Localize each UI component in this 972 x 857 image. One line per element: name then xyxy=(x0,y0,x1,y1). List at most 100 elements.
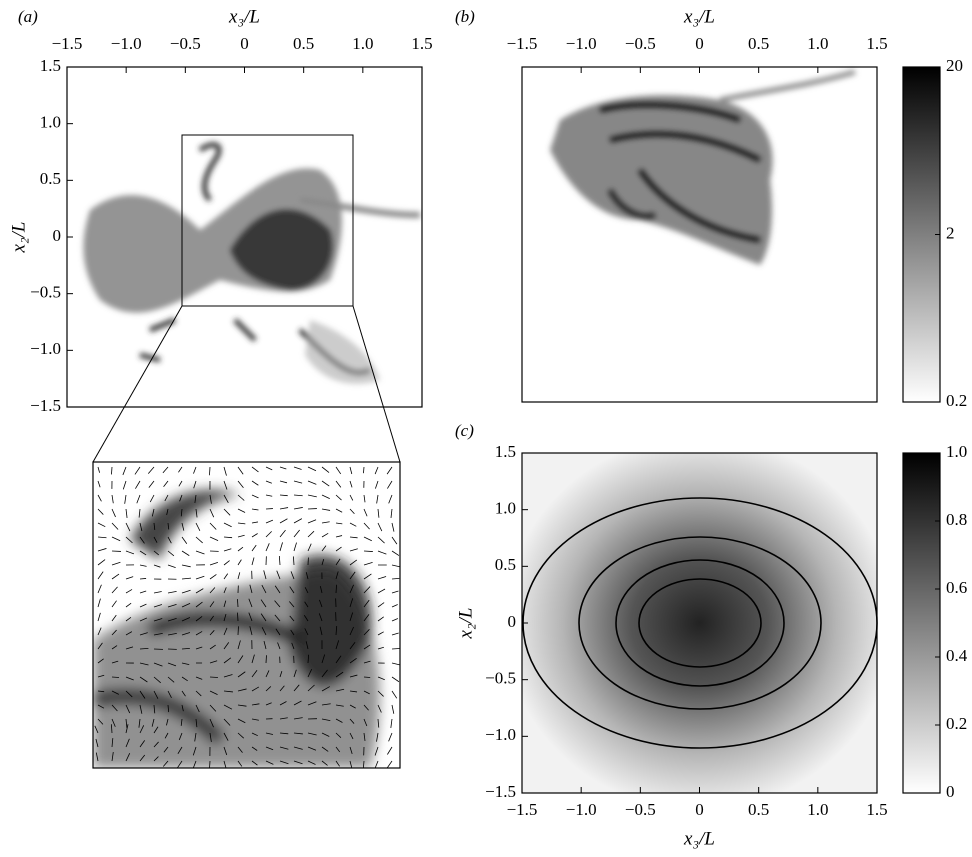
quiver-arrow xyxy=(224,481,227,489)
quiver-arrow xyxy=(392,551,399,556)
y-tick-label: −0.5 xyxy=(485,669,516,688)
quiver-arrow xyxy=(238,509,245,512)
quiver-arrow xyxy=(378,509,379,518)
quiver-arrow xyxy=(389,733,392,741)
quiver-arrow xyxy=(137,495,140,503)
x-tick-label: 1.5 xyxy=(866,34,887,53)
quiver-arrow xyxy=(308,544,311,551)
quiver-arrow xyxy=(178,467,182,472)
quiver-arrow xyxy=(364,509,367,516)
y-tick-label: 0.5 xyxy=(495,555,516,574)
quiver-arrow xyxy=(350,467,352,474)
x-tick-label: 0 xyxy=(695,34,704,53)
quiver-arrow xyxy=(280,530,286,537)
quiver-arrow xyxy=(294,519,302,523)
quiver-arrow xyxy=(238,535,245,537)
quiver-arrow xyxy=(350,495,353,500)
x-tick-label: 1.5 xyxy=(411,34,432,53)
inset-image xyxy=(93,467,400,770)
quiver-arrow xyxy=(375,467,378,474)
plume-image xyxy=(83,145,420,384)
quiver-arrow xyxy=(266,543,269,551)
quiver-arrow xyxy=(154,565,160,567)
colorbar-tick-label: 0.8 xyxy=(946,510,967,529)
quiver-arrow xyxy=(98,509,103,515)
quiver-arrow xyxy=(112,574,119,579)
quiver-arrow xyxy=(387,481,392,489)
quiver-arrow xyxy=(182,578,191,579)
y-axis-label: x₂/L xyxy=(8,222,29,254)
quiver-arrow xyxy=(266,467,272,470)
x-tick-label: −1.0 xyxy=(566,34,597,53)
quiver-arrow xyxy=(364,523,370,529)
quiver-arrow xyxy=(154,605,162,607)
quiver-arrow xyxy=(378,523,382,531)
x-tick-label: −1.0 xyxy=(111,34,142,53)
y-tick-label: −1.5 xyxy=(485,782,516,801)
quiver-arrow xyxy=(392,618,398,621)
quiver-arrow xyxy=(377,495,378,503)
quiver-arrow xyxy=(182,551,189,556)
quiver-arrow xyxy=(392,705,394,714)
quiver-arrow xyxy=(148,467,154,474)
quiver-arrow xyxy=(392,565,400,567)
quiver-arrow xyxy=(111,467,112,474)
quiver-arrow xyxy=(135,467,140,474)
quiver-arrow xyxy=(112,509,116,517)
quiver-arrow xyxy=(294,530,300,537)
quiver-arrow xyxy=(364,495,365,502)
y-tick-label: 1.0 xyxy=(40,113,61,132)
quiver-arrow xyxy=(392,633,399,635)
quiver-arrow xyxy=(165,495,168,501)
quiver-arrow xyxy=(126,523,130,531)
quiver-arrow xyxy=(150,495,154,502)
quiver-arrow xyxy=(392,605,398,607)
y-tick-label: −0.5 xyxy=(30,283,61,302)
quiver-arrow xyxy=(98,613,100,621)
quiver-arrow xyxy=(126,589,132,593)
y-tick-label: 0 xyxy=(53,226,62,245)
quiver-arrow xyxy=(389,495,392,503)
quiver-arrow xyxy=(387,747,392,754)
quiver-arrow xyxy=(378,589,385,593)
quiver-arrow xyxy=(364,677,370,678)
x-tick-label: −0.5 xyxy=(625,34,656,53)
quiver-arrow xyxy=(140,604,146,607)
quiver-arrow xyxy=(238,467,243,474)
quiver-arrow xyxy=(209,467,210,475)
quiver-arrow xyxy=(168,551,174,556)
quiver-arrow xyxy=(308,481,316,484)
quiver-arrow xyxy=(266,481,272,483)
quiver-arrow xyxy=(378,617,384,621)
quiver-arrow xyxy=(294,495,303,496)
quiver-arrow xyxy=(139,509,140,518)
quiver-arrow xyxy=(182,590,191,593)
quiver-arrow xyxy=(336,547,342,551)
quiver-arrow xyxy=(392,677,399,682)
quiver-arrow xyxy=(126,577,133,579)
quiver-arrow xyxy=(224,537,232,538)
quiver-arrow xyxy=(391,509,392,518)
y-tick-label: 0 xyxy=(508,612,517,631)
quiver-arrow xyxy=(140,551,146,555)
quiver-arrow xyxy=(126,509,127,518)
quiver-arrow xyxy=(196,523,200,531)
figure: (a)x₃/L−1.5−1.0−0.500.51.01.5x₂/L−1.5−1.… xyxy=(0,0,972,857)
quiver-arrow xyxy=(112,587,118,593)
quiver-arrow xyxy=(210,574,216,579)
quiver-arrow xyxy=(98,599,100,607)
quiver-arrow xyxy=(140,565,147,566)
quiver-arrow xyxy=(123,467,126,475)
y-tick-label: −1.5 xyxy=(30,396,61,415)
panel-label: (c) xyxy=(455,421,474,440)
x-tick-label: 0.5 xyxy=(748,34,769,53)
quiver-arrow xyxy=(252,522,258,523)
x-axis-label: x₃/L xyxy=(228,6,260,27)
quiver-arrow xyxy=(350,509,354,514)
quiver-arrow xyxy=(392,591,398,593)
quiver-arrow xyxy=(378,551,386,554)
quiver-arrow xyxy=(322,546,326,551)
quiver-arrow xyxy=(98,537,106,538)
quiver-arrow xyxy=(364,551,373,552)
x-tick-label: −1.5 xyxy=(507,34,538,53)
